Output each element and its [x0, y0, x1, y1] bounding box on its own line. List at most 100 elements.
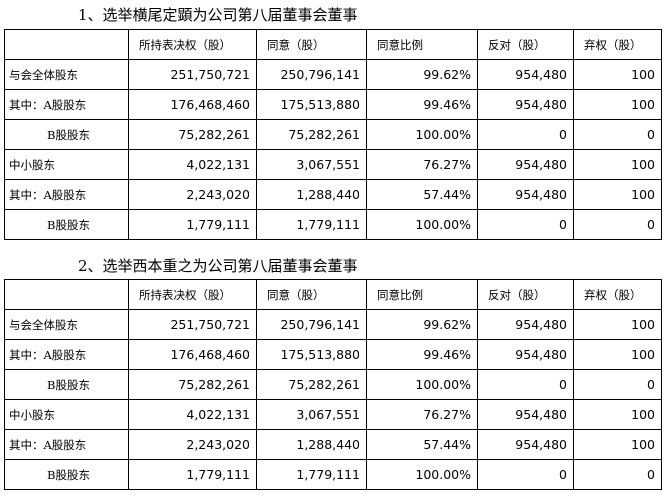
total-cell: 176,468,460 [128, 89, 257, 120]
total-cell: 1,779,111 [128, 209, 257, 240]
table-row: B股股东 75,282,261 75,282,261 100.00% 0 0 [4, 119, 662, 150]
abstain-cell: 100 [573, 309, 662, 340]
header-cell: 同意比例 [366, 279, 478, 310]
table-row: 其中：A股股东 176,468,460 175,513,880 99.46% 9… [4, 339, 662, 370]
abstain-cell: 0 [573, 459, 662, 490]
row-label: 中小股东 [4, 399, 129, 430]
oppose-cell: 954,480 [477, 429, 574, 460]
header-cell: 同意（股） [256, 29, 367, 60]
agree-cell: 250,796,141 [256, 59, 367, 90]
agree-cell: 1,288,440 [256, 179, 367, 210]
table-row: B股股东 75,282,261 75,282,261 100.00% 0 0 [4, 369, 662, 400]
abstain-cell: 0 [573, 369, 662, 400]
total-cell: 2,243,020 [128, 179, 257, 210]
header-cell: 弃权（股） [573, 29, 662, 60]
table-row: 其中：A股股东 2,243,020 1,288,440 57.44% 954,4… [4, 179, 662, 210]
oppose-cell: 954,480 [477, 339, 574, 370]
abstain-cell: 100 [573, 339, 662, 370]
header-cell [4, 279, 129, 310]
agree-cell: 175,513,880 [256, 339, 367, 370]
agree-cell: 3,067,551 [256, 399, 367, 430]
table-row: 中小股东 4,022,131 3,067,551 76.27% 954,480 … [4, 399, 662, 430]
row-label: B股股东 [4, 459, 129, 490]
agree-cell: 250,796,141 [256, 309, 367, 340]
row-label: 其中：A股股东 [4, 89, 129, 120]
ratio-cell: 57.44% [366, 179, 478, 210]
oppose-cell: 0 [477, 459, 574, 490]
section-2-title: 2、选举西本重之为公司第八届董事会董事 [78, 256, 358, 276]
oppose-cell: 0 [477, 119, 574, 150]
table-row: 与会全体股东 251,750,721 250,796,141 99.62% 95… [4, 59, 662, 90]
ratio-cell: 100.00% [366, 209, 478, 240]
oppose-cell: 954,480 [477, 179, 574, 210]
header-cell: 同意（股） [256, 279, 367, 310]
abstain-cell: 100 [573, 399, 662, 430]
table-header-row: 所持表决权（股） 同意（股） 同意比例 反对（股） 弃权（股） [4, 279, 662, 310]
ratio-cell: 99.46% [366, 89, 478, 120]
oppose-cell: 954,480 [477, 399, 574, 430]
table-row: B股股东 1,779,111 1,779,111 100.00% 0 0 [4, 209, 662, 240]
vote-table-2: 所持表决权（股） 同意（股） 同意比例 反对（股） 弃权（股） 与会全体股东 2… [4, 279, 662, 490]
header-cell: 反对（股） [477, 279, 574, 310]
section-2-title-text: 2、选举西本重之为公司第八届董事会董事 [78, 257, 358, 275]
ratio-cell: 99.62% [366, 59, 478, 90]
agree-cell: 1,779,111 [256, 209, 367, 240]
section-1-title-text: 1、选举横尾定顕为公司第八届董事会董事 [78, 6, 358, 24]
row-label: 其中：A股股东 [4, 429, 129, 460]
agree-cell: 3,067,551 [256, 149, 367, 180]
total-cell: 251,750,721 [128, 309, 257, 340]
row-label: 与会全体股东 [4, 309, 129, 340]
oppose-cell: 954,480 [477, 149, 574, 180]
total-cell: 4,022,131 [128, 149, 257, 180]
abstain-cell: 100 [573, 429, 662, 460]
ratio-cell: 100.00% [366, 119, 478, 150]
ratio-cell: 57.44% [366, 429, 478, 460]
ratio-cell: 76.27% [366, 399, 478, 430]
row-label: 其中：A股股东 [4, 339, 129, 370]
agree-cell: 175,513,880 [256, 89, 367, 120]
total-cell: 2,243,020 [128, 429, 257, 460]
oppose-cell: 954,480 [477, 309, 574, 340]
row-label: 与会全体股东 [4, 59, 129, 90]
ratio-cell: 100.00% [366, 459, 478, 490]
abstain-cell: 100 [573, 149, 662, 180]
total-cell: 1,779,111 [128, 459, 257, 490]
ratio-cell: 76.27% [366, 149, 478, 180]
ratio-cell: 100.00% [366, 369, 478, 400]
header-cell: 所持表决权（股） [128, 279, 257, 310]
abstain-cell: 0 [573, 119, 662, 150]
total-cell: 75,282,261 [128, 369, 257, 400]
row-label: 中小股东 [4, 149, 129, 180]
abstain-cell: 100 [573, 179, 662, 210]
oppose-cell: 954,480 [477, 89, 574, 120]
abstain-cell: 100 [573, 59, 662, 90]
section-1-title: 1、选举横尾定顕为公司第八届董事会董事 [78, 5, 358, 25]
total-cell: 4,022,131 [128, 399, 257, 430]
total-cell: 75,282,261 [128, 119, 257, 150]
header-cell: 弃权（股） [573, 279, 662, 310]
table-row: 其中：A股股东 2,243,020 1,288,440 57.44% 954,4… [4, 429, 662, 460]
oppose-cell: 954,480 [477, 59, 574, 90]
agree-cell: 1,779,111 [256, 459, 367, 490]
total-cell: 176,468,460 [128, 339, 257, 370]
agree-cell: 75,282,261 [256, 119, 367, 150]
vote-table-1: 所持表决权（股） 同意（股） 同意比例 反对（股） 弃权（股） 与会全体股东 2… [4, 29, 662, 240]
agree-cell: 1,288,440 [256, 429, 367, 460]
total-cell: 251,750,721 [128, 59, 257, 90]
ratio-cell: 99.46% [366, 339, 478, 370]
oppose-cell: 0 [477, 369, 574, 400]
header-cell [4, 29, 129, 60]
row-label: B股股东 [4, 119, 129, 150]
table-row: B股股东 1,779,111 1,779,111 100.00% 0 0 [4, 459, 662, 490]
abstain-cell: 100 [573, 89, 662, 120]
ratio-cell: 99.62% [366, 309, 478, 340]
row-label: B股股东 [4, 369, 129, 400]
agree-cell: 75,282,261 [256, 369, 367, 400]
table-header-row: 所持表决权（股） 同意（股） 同意比例 反对（股） 弃权（股） [4, 29, 662, 60]
row-label: 其中：A股股东 [4, 179, 129, 210]
oppose-cell: 0 [477, 209, 574, 240]
table-row: 其中：A股股东 176,468,460 175,513,880 99.46% 9… [4, 89, 662, 120]
row-label: B股股东 [4, 209, 129, 240]
header-cell: 反对（股） [477, 29, 574, 60]
table-row: 中小股东 4,022,131 3,067,551 76.27% 954,480 … [4, 149, 662, 180]
